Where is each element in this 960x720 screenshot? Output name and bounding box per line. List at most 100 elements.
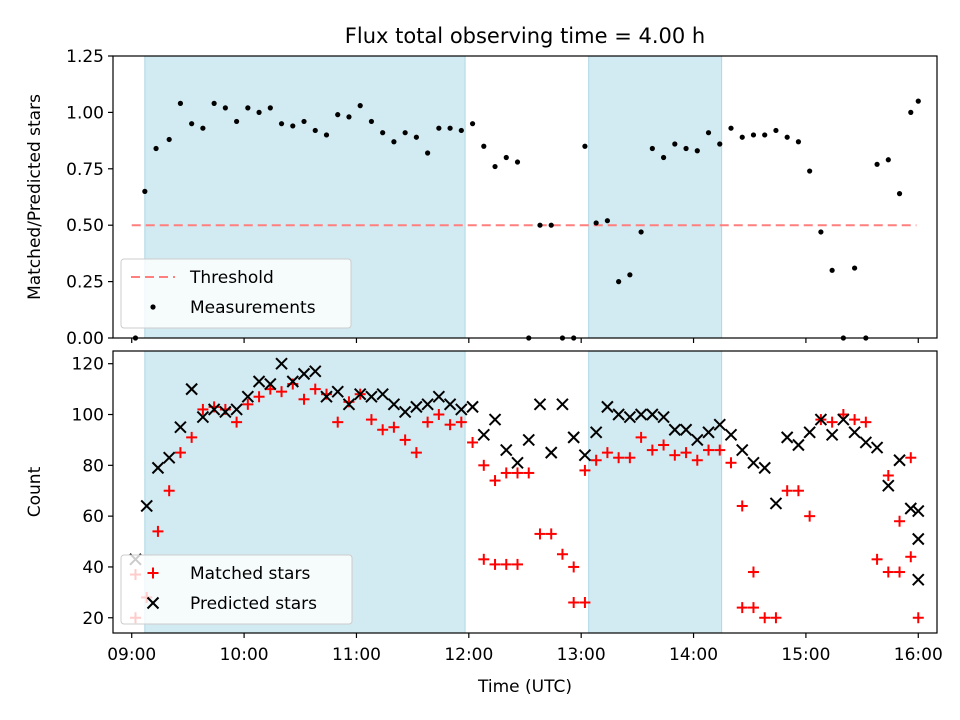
measurement-point xyxy=(717,141,723,147)
matched-star-point xyxy=(658,439,670,451)
matched-star-point xyxy=(792,485,804,497)
measurement-point xyxy=(739,134,745,140)
measurement-point xyxy=(425,150,431,156)
matched-star-point xyxy=(725,457,737,469)
matched-star-point xyxy=(568,561,580,573)
top-y-axis-label: Matched/Predicted stars xyxy=(25,94,45,300)
predicted-star-point xyxy=(297,367,311,381)
measurement-point xyxy=(312,127,318,134)
matched-star-point xyxy=(882,469,894,481)
predicted-star-point xyxy=(545,446,558,459)
matched-star-point xyxy=(500,558,512,570)
predicted-star-point xyxy=(679,423,693,436)
matched-star-point xyxy=(163,485,175,497)
measurement-point xyxy=(874,161,880,167)
y-tick-label: 100 xyxy=(72,406,104,426)
predicted-star-point xyxy=(792,438,805,452)
predicted-star-point xyxy=(657,410,670,424)
bottom-panel: 20 40 60 80 100 120 09:00 10:00 11:00 12:00 13:00… xyxy=(25,350,943,697)
top-y-axis-ticks: 0.00 0.25 0.50 0.75 1.00 1.25 xyxy=(66,47,113,349)
matched-star-point xyxy=(849,414,861,426)
predicted-star-point xyxy=(747,456,760,469)
matched-star-point xyxy=(905,452,917,464)
shaded-interval xyxy=(588,55,723,339)
measurement-point xyxy=(380,130,386,136)
y-tick-label: 0.00 xyxy=(66,329,104,349)
predicted-star-point xyxy=(443,398,457,411)
matched-star-point xyxy=(422,416,434,428)
matched-star-point xyxy=(388,421,400,433)
measurement-point xyxy=(290,123,296,129)
measurement-point xyxy=(278,121,285,127)
predicted-star-point xyxy=(185,382,198,396)
measurement-point xyxy=(142,188,148,194)
matched-star-point xyxy=(276,386,288,398)
bottom-axes-frame xyxy=(112,350,938,634)
measurement-point xyxy=(773,127,779,134)
measurement-point xyxy=(458,127,464,134)
measurement-point xyxy=(649,145,655,152)
matched-star-point xyxy=(410,447,422,459)
matched-star-point xyxy=(894,566,906,578)
x-axis-label: Time (UTC) xyxy=(477,677,572,697)
predicted-star-point xyxy=(691,433,704,447)
matched-star-point xyxy=(747,602,759,614)
matched-star-point xyxy=(264,383,276,395)
matched-star-point xyxy=(534,528,546,540)
measurement-point xyxy=(391,139,397,145)
legend-measurement-dot-icon xyxy=(150,304,156,310)
matched-star-point xyxy=(871,553,883,565)
predicted-star-point xyxy=(376,387,389,401)
measurement-point xyxy=(660,154,667,161)
predicted-star-point xyxy=(432,390,446,403)
predicted-star-point xyxy=(286,375,299,388)
legend-plus-mark xyxy=(147,567,159,579)
measurement-point xyxy=(436,125,442,131)
predicted-star-point xyxy=(151,461,165,475)
x-tick-label: 11:00 xyxy=(332,645,381,665)
matched-star-point xyxy=(242,398,254,410)
measurement-point xyxy=(177,100,184,106)
bottom-y-axis-label: Count xyxy=(25,466,45,517)
predicted-star-point xyxy=(668,423,682,436)
measurement-point xyxy=(885,157,891,163)
legend-cross-mark xyxy=(146,596,160,610)
predicted-star-point xyxy=(398,405,412,419)
matched-star-point xyxy=(624,452,636,464)
matched-star-point xyxy=(568,597,580,609)
matched-star-point xyxy=(186,431,198,443)
matched-star-point xyxy=(467,436,479,448)
predicted-star-point xyxy=(365,390,378,403)
measurement-point xyxy=(368,118,375,125)
matched-star-point xyxy=(231,416,243,428)
measurement-point xyxy=(728,125,734,131)
matched-star-point xyxy=(253,391,265,403)
measurement-point xyxy=(807,168,813,174)
matched-star-point xyxy=(736,500,748,512)
measurement-point xyxy=(413,134,419,140)
matched-star-point xyxy=(174,447,186,459)
matched-star-point xyxy=(826,416,838,428)
predicted-star-point xyxy=(353,387,367,401)
y-tick-label: 0.25 xyxy=(66,273,104,293)
measurement-point xyxy=(548,222,554,228)
predicted-star-point xyxy=(578,448,592,462)
matched-star-point xyxy=(680,447,692,459)
predicted-star-point xyxy=(646,408,659,421)
measurement-point xyxy=(492,163,498,170)
y-tick-label: 1.00 xyxy=(66,103,104,123)
measurement-point xyxy=(852,265,858,271)
measurement-point xyxy=(908,109,914,115)
predicted-star-point xyxy=(912,504,925,518)
matched-star-point xyxy=(512,558,524,570)
predicted-star-point xyxy=(912,573,925,586)
matched-star-point xyxy=(309,383,321,395)
y-tick-label: 80 xyxy=(82,456,104,476)
matched-star-point xyxy=(601,447,613,459)
measurement-point xyxy=(200,125,206,131)
top-panel: 0.00 0.25 0.50 0.75 1.00 1.25 Matched/Predict… xyxy=(25,47,938,349)
predicted-star-point xyxy=(567,431,580,444)
measurement-point xyxy=(234,118,240,125)
predicted-star-point xyxy=(342,398,356,411)
matched-star-point xyxy=(837,409,849,421)
